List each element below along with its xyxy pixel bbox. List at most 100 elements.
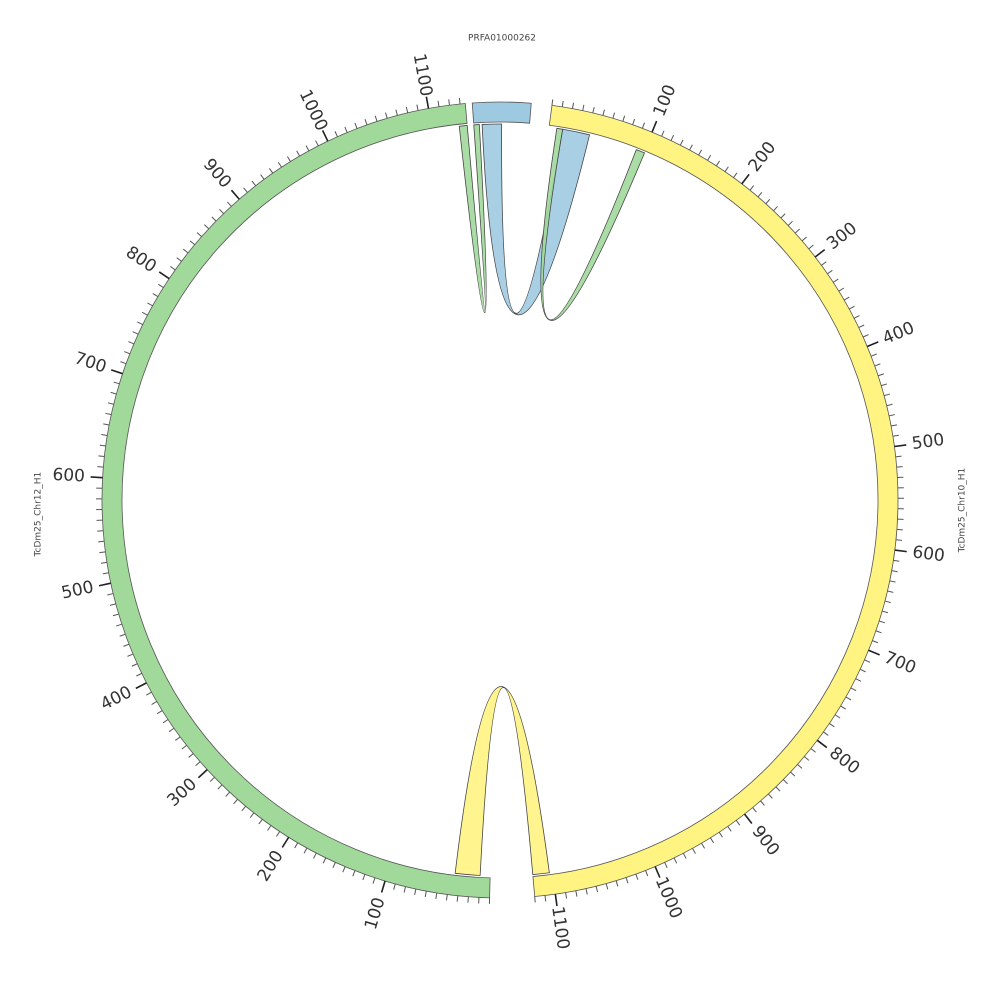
minor-tick xyxy=(209,776,215,782)
major-tick xyxy=(894,549,907,553)
minor-tick xyxy=(864,659,871,663)
minor-tick xyxy=(128,341,135,345)
ticks-layer xyxy=(90,96,907,907)
minor-tick xyxy=(344,126,348,133)
major-tick xyxy=(321,130,329,142)
minor-tick xyxy=(612,112,616,119)
minor-tick xyxy=(571,102,575,109)
minor-tick xyxy=(403,886,407,893)
minor-tick xyxy=(405,106,409,113)
minor-tick xyxy=(260,174,265,180)
minor-tick xyxy=(641,122,645,129)
minor-tick xyxy=(258,818,263,825)
link-right-long xyxy=(454,686,550,876)
tick-label: 500 xyxy=(911,430,946,454)
minor-tick xyxy=(334,131,338,137)
minor-tick xyxy=(267,825,272,831)
minor-tick xyxy=(113,381,120,385)
minor-tick xyxy=(858,324,865,329)
minor-tick xyxy=(276,831,281,837)
minor-tick xyxy=(661,130,665,137)
minor-tick xyxy=(838,287,845,292)
minor-tick xyxy=(735,820,741,826)
minor-tick xyxy=(100,561,107,564)
minor-tick xyxy=(605,883,609,890)
segment-right xyxy=(532,104,899,897)
minor-tick xyxy=(881,383,888,387)
minor-tick xyxy=(225,791,231,797)
tick-label: 1100 xyxy=(547,905,573,951)
minor-tick xyxy=(120,361,127,365)
minor-tick xyxy=(710,837,715,844)
minor-tick xyxy=(152,293,159,298)
minor-tick xyxy=(893,559,900,562)
minor-tick xyxy=(752,807,757,813)
minor-tick xyxy=(168,727,175,733)
minor-tick xyxy=(840,705,846,710)
tick-label: 300 xyxy=(823,218,861,254)
minor-tick xyxy=(673,857,678,864)
minor-tick xyxy=(845,696,852,701)
minor-tick xyxy=(170,266,176,271)
minor-tick xyxy=(196,232,202,237)
tick-label: 1000 xyxy=(295,87,332,135)
minor-tick xyxy=(435,892,438,899)
minor-tick xyxy=(872,640,879,644)
tick-label: 200 xyxy=(254,847,288,885)
minor-tick xyxy=(718,831,723,838)
segment-label-left: TcDm25_Chr12_H1 xyxy=(34,472,44,558)
minor-tick xyxy=(105,412,112,416)
minor-tick xyxy=(853,315,860,319)
minor-tick xyxy=(296,150,301,157)
minor-tick xyxy=(424,891,427,898)
segment-label-top: PRFA01000262 xyxy=(468,34,536,44)
minor-tick xyxy=(233,798,238,805)
tick-label: 300 xyxy=(164,774,201,811)
minor-tick xyxy=(595,886,599,893)
minor-tick xyxy=(765,198,771,205)
minor-tick xyxy=(189,240,196,246)
minor-tick xyxy=(544,895,547,902)
minor-tick xyxy=(315,140,319,147)
minor-tick xyxy=(692,848,696,854)
tick-label: 200 xyxy=(745,138,781,176)
minor-tick xyxy=(715,160,721,167)
minor-tick xyxy=(859,668,866,673)
minor-tick xyxy=(787,220,793,226)
minor-tick xyxy=(342,866,346,873)
minor-tick xyxy=(195,761,201,767)
minor-tick xyxy=(834,714,841,719)
minor-tick xyxy=(760,800,765,806)
minor-tick xyxy=(243,187,248,193)
minor-tick xyxy=(119,633,126,637)
minor-tick xyxy=(870,353,877,357)
minor-tick xyxy=(877,373,884,377)
tick-label: 1000 xyxy=(651,874,686,922)
minor-tick xyxy=(277,161,283,168)
minor-tick xyxy=(107,402,114,405)
minor-tick xyxy=(889,580,896,583)
minor-tick xyxy=(855,678,862,682)
minor-tick xyxy=(303,847,308,854)
minor-tick xyxy=(416,104,419,111)
major-tick xyxy=(110,369,123,375)
minor-tick xyxy=(110,391,117,395)
major-tick xyxy=(866,341,879,348)
minor-tick xyxy=(682,853,687,859)
minor-tick xyxy=(354,122,358,129)
minor-tick xyxy=(582,104,585,111)
minor-tick xyxy=(794,228,800,234)
major-tick xyxy=(814,249,826,258)
minor-tick xyxy=(103,423,110,426)
minor-tick xyxy=(821,261,827,266)
major-tick xyxy=(894,444,907,448)
minor-tick xyxy=(679,139,684,146)
minor-tick xyxy=(884,600,891,604)
minor-tick xyxy=(733,172,738,178)
minor-tick xyxy=(226,201,232,207)
minor-tick xyxy=(98,540,105,543)
minor-tick xyxy=(874,363,881,367)
minor-tick xyxy=(602,109,605,116)
